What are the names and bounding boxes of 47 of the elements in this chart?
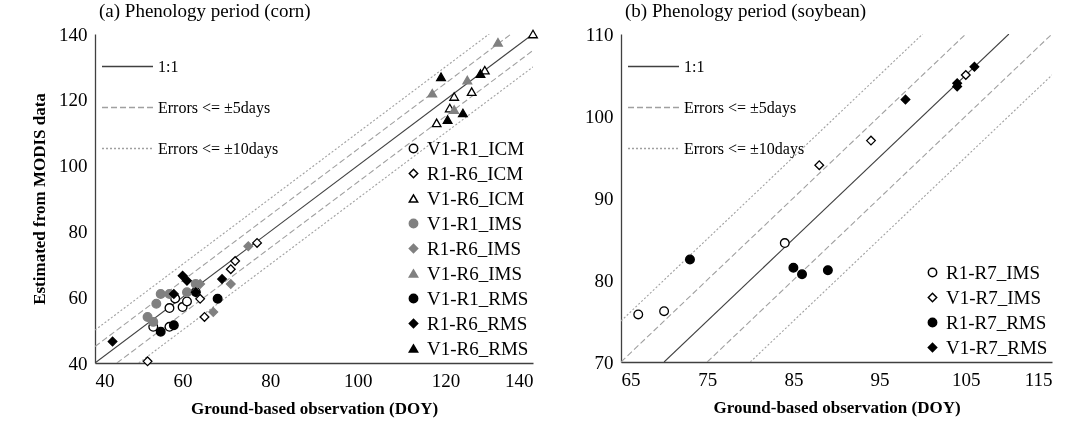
x-tick-label: 95	[870, 368, 890, 390]
y-axis-title: Estimated from MODIS data	[30, 92, 49, 305]
chart-title: (b) Phenology period (soybean)	[625, 0, 867, 22]
legend-label: V1-R6_ICM	[427, 187, 525, 209]
legend-label: R1-R6_IMS	[427, 237, 521, 259]
legend-label: V1-R6_IMS	[427, 262, 523, 284]
y-tick-label: 90	[594, 187, 614, 209]
legend-label: 1:1	[158, 57, 179, 75]
legend-label: R1-R7_RMS	[946, 311, 1047, 333]
legend-label: V1-R7_IMS	[946, 286, 1042, 308]
legend-label: V1-R1_ICM	[427, 137, 525, 159]
x-tick-label: 105	[952, 368, 981, 390]
x-tick-label: 120	[431, 369, 461, 391]
y-tick-label: 60	[68, 286, 88, 308]
legend-label: Errors <= ±10days	[158, 139, 279, 158]
legend-label: R1-R7_IMS	[946, 261, 1040, 283]
y-tick-label: 140	[59, 23, 88, 45]
x-tick-label: 75	[698, 368, 718, 390]
legend-label: V1-R6_RMS	[427, 337, 529, 359]
x-tick-label: 115	[1024, 368, 1053, 390]
y-tick-label: 100	[585, 105, 614, 127]
y-tick-label: 110	[585, 23, 614, 45]
x-tick-label: 100	[344, 369, 373, 391]
x-tick-label: 60	[173, 369, 193, 391]
legend-label: Errors <= ±5days	[158, 98, 271, 117]
y-tick-label: 40	[68, 352, 88, 374]
legend-label: R1-R6_RMS	[427, 312, 528, 334]
x-axis-title: Ground-based observation (DOY)	[190, 398, 439, 418]
legend-label: R1-R6_ICM	[427, 162, 524, 184]
x-tick-label: 40	[95, 369, 115, 391]
y-tick-label: 100	[59, 155, 88, 177]
legend-label: Errors <= ±10days	[684, 139, 805, 158]
legend-label: V1-R1_RMS	[427, 287, 529, 309]
x-tick-label: 65	[621, 368, 641, 390]
y-tick-label: 120	[59, 89, 88, 111]
x-tick-label: 80	[261, 369, 281, 391]
y-tick-label: 80	[68, 220, 88, 242]
legend-label: V1-R1_IMS	[427, 212, 523, 234]
y-tick-label: 80	[594, 269, 614, 291]
chart-title: (a) Phenology period (corn)	[99, 0, 311, 22]
y-tick-label: 70	[594, 351, 614, 373]
x-tick-label: 140	[505, 369, 534, 391]
legend-label: Errors <= ±5days	[684, 98, 797, 117]
legend-label: V1-R7_RMS	[946, 336, 1048, 358]
legend-label: 1:1	[684, 57, 705, 75]
x-tick-label: 85	[784, 368, 804, 390]
x-axis-title: Ground-based observation (DOY)	[713, 397, 961, 417]
